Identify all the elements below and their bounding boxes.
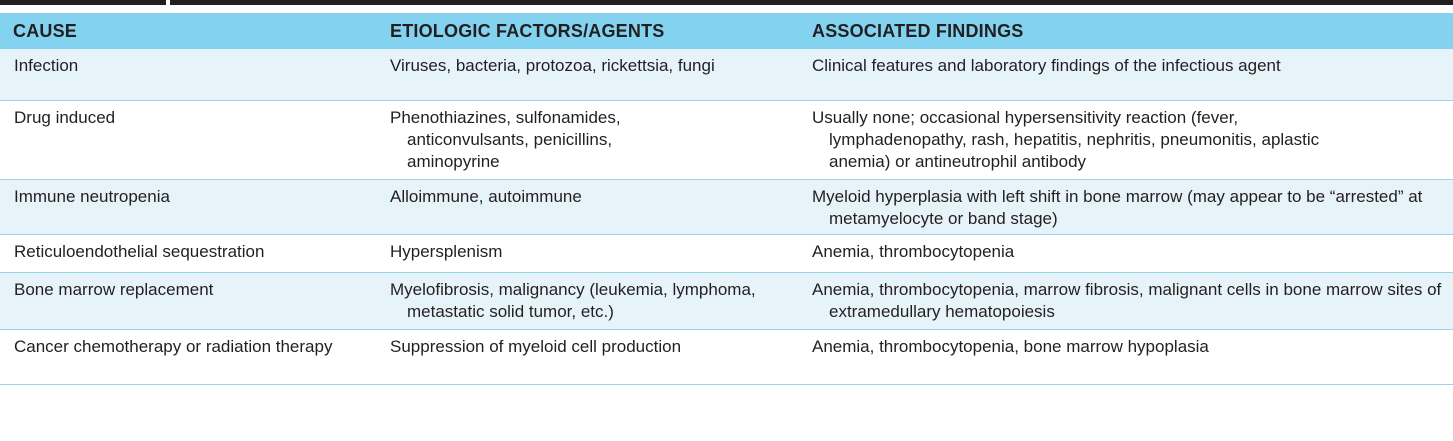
findings-cell: Clinical features and laboratory finding… [812,56,1281,75]
top-rule-right [170,0,1453,5]
factors-cell: Hypersplenism [390,242,503,261]
findings-cell: Usually none; occasional hypersensitivit… [812,108,1320,171]
findings-cell: Anemia, thrombocytopenia, marrow fibrosi… [812,280,1442,321]
factors-cell: Viruses, bacteria, protozoa, rickettsia,… [390,56,715,75]
cause-cell: Immune neutropenia [14,187,170,206]
table-row: Infection Viruses, bacteria, protozoa, r… [0,49,1453,101]
table-row: Bone marrow replacement Myelofibrosis, m… [0,273,1453,330]
factors-cell: Suppression of myeloid cell production [390,337,682,356]
table-row: Reticuloendothelial sequestration Hypers… [0,235,1453,273]
factors-cell: Myelofibrosis, malignancy (leukemia, lym… [390,280,756,321]
table-row: Immune neutropenia Alloimmune, autoimmun… [0,180,1453,235]
header-cause: CAUSE [13,20,78,41]
cause-cell: Reticuloendothelial sequestration [14,242,265,261]
cause-cell: Cancer chemotherapy or radiation therapy [14,337,333,356]
header-associated-findings: ASSOCIATED FINDINGS [812,20,1024,41]
cause-cell: Infection [14,56,79,75]
table-header: CAUSE ETIOLOGIC FACTORS/AGENTS ASSOCIATE… [0,13,1453,49]
findings-cell: Anemia, thrombocytopenia [812,242,1015,261]
cause-cell: Drug induced [14,108,116,127]
findings-cell: Myeloid hyperplasia with left shift in b… [812,187,1423,228]
header-etiologic-factors: ETIOLOGIC FACTORS/AGENTS [390,20,665,41]
findings-cell: Anemia, thrombocytopenia, bone marrow hy… [812,337,1209,356]
table-row: Drug induced Phenothiazines, sulfonamide… [0,101,1453,180]
factors-cell: Alloimmune, autoimmune [390,187,582,206]
cause-cell: Bone marrow replacement [14,280,214,299]
factors-cell: Phenothiazines, sulfonamides, anticonvul… [390,108,621,171]
neutropenia-causes-table: CAUSE ETIOLOGIC FACTORS/AGENTS ASSOCIATE… [0,13,1453,385]
table-row: Cancer chemotherapy or radiation therapy… [0,330,1453,385]
top-rule-left [0,0,166,5]
